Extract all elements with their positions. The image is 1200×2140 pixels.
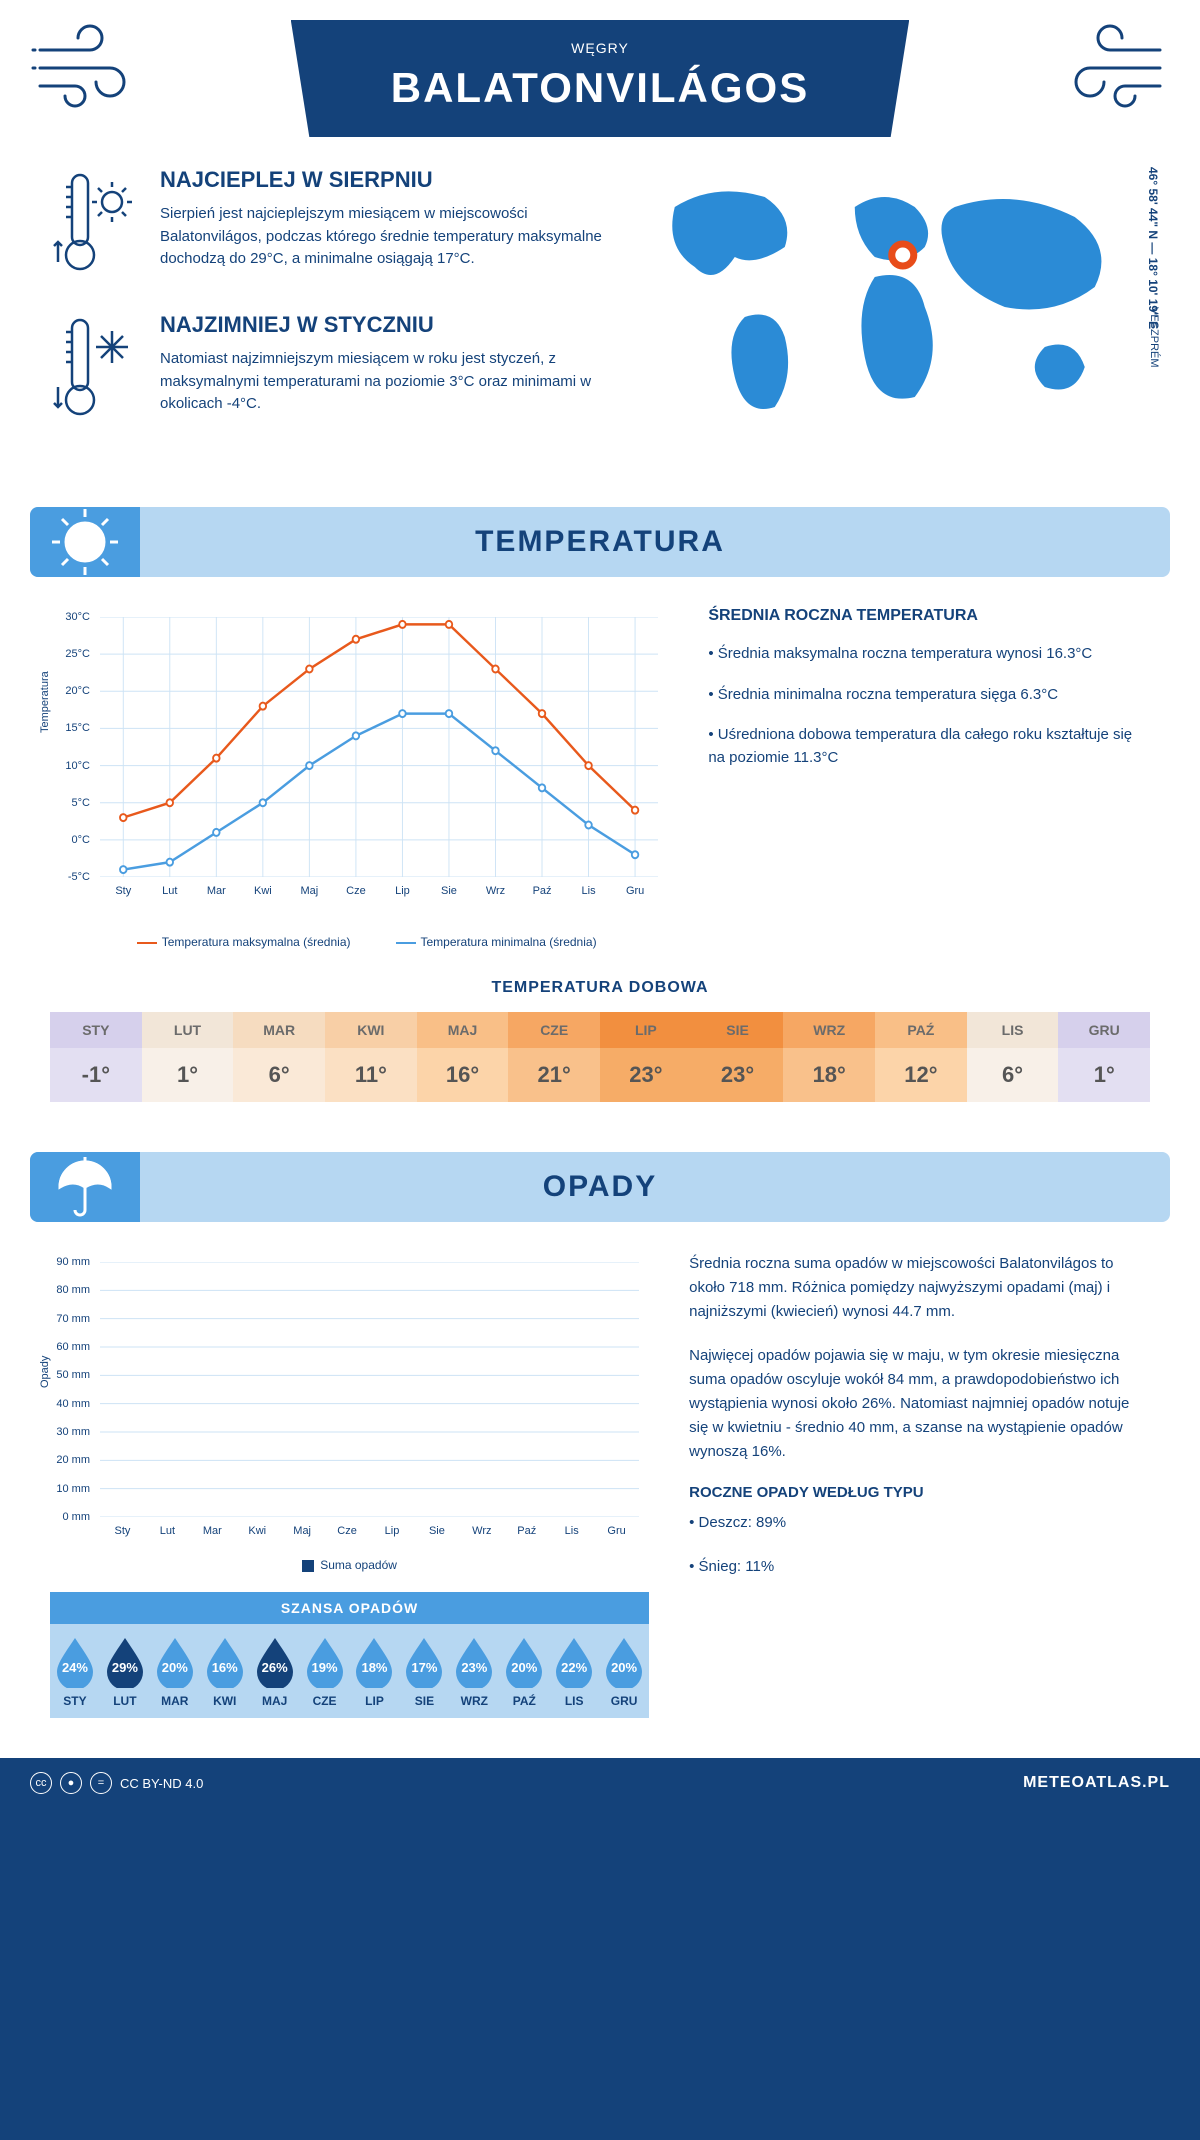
country-subtitle: WĘGRY (391, 40, 809, 56)
precip-p1: Średnia roczna suma opadów w miejscowośc… (689, 1252, 1150, 1324)
chance-cell: 26% MAJ (250, 1636, 300, 1708)
chance-cell: 20% MAR (150, 1636, 200, 1708)
coldest-title: NAJZIMNIEJ W STYCZNIU (160, 312, 610, 338)
cc-icon: cc (30, 1772, 52, 1794)
precip-type-heading: ROCZNE OPADY WEDŁUG TYPU (689, 1484, 1150, 1501)
daily-cell: GRU 1° (1058, 1012, 1150, 1102)
temp-summary-b3: • Uśredniona dobowa temperatura dla całe… (708, 724, 1150, 769)
section-header-temperature: TEMPERATURA (30, 507, 1170, 577)
chance-cell: 24% STY (50, 1636, 100, 1708)
daily-cell: LUT 1° (142, 1012, 234, 1102)
license-text: CC BY-ND 4.0 (120, 1776, 203, 1791)
precip-p2: Najwięcej opadów pojawia się w maju, w t… (689, 1344, 1150, 1464)
daily-cell: LIS 6° (967, 1012, 1059, 1102)
chance-cell: 22% LIS (549, 1636, 599, 1708)
precip-chart-legend: Suma opadów (50, 1558, 649, 1572)
daily-cell: CZE 21° (508, 1012, 600, 1102)
temp-summary-heading: ŚREDNIA ROCZNA TEMPERATURA (708, 607, 1150, 625)
nd-icon: = (90, 1772, 112, 1794)
chance-title: SZANSA OPADÓW (50, 1592, 649, 1624)
precipitation-bar-chart: Opady 90 mm80 mm70 mm60 mm50 mm40 mm30 m… (50, 1252, 649, 1572)
daily-cell: KWI 11° (325, 1012, 417, 1102)
coordinates-label: 46° 58' 44" N — 18° 10' 19" E (1146, 167, 1160, 329)
chance-cell: 16% KWI (200, 1636, 250, 1708)
temp-chart-legend: Temperatura maksymalna (średnia)Temperat… (50, 935, 668, 949)
chance-row: 24% STY 29% LUT 20% MAR 16% KWI 26% MAJ … (50, 1624, 649, 1718)
daily-cell: SIE 23° (692, 1012, 784, 1102)
by-icon: ● (60, 1772, 82, 1794)
precipitation-heading: OPADY (60, 1170, 1140, 1204)
temp-summary-b1: • Średnia maksymalna roczna temperatura … (708, 643, 1150, 666)
sun-icon (30, 507, 140, 577)
temperature-line-chart: Temperatura 30°C25°C20°C15°C10°C5°C0°C-5… (50, 607, 668, 949)
chance-cell: 23% WRZ (449, 1636, 499, 1708)
city-title: BALATONVILÁGOS (391, 64, 809, 112)
coldest-block: NAJZIMNIEJ W STYCZNIU Natomiast najzimni… (50, 312, 610, 427)
precip-type-rain: • Deszcz: 89% (689, 1511, 1150, 1535)
thermometer-cold-icon (50, 312, 140, 427)
intro-section: NAJCIEPLEJ W SIERPNIU Sierpień jest najc… (30, 137, 1170, 487)
precip-type-snow: • Śnieg: 11% (689, 1555, 1150, 1579)
world-map (640, 167, 1150, 452)
chance-cell: 19% CZE (300, 1636, 350, 1708)
chance-cell: 29% LUT (100, 1636, 150, 1708)
chance-cell: 20% PAŹ (499, 1636, 549, 1708)
precipitation-summary: Średnia roczna suma opadów w miejscowośc… (689, 1252, 1150, 1718)
footer-site: METEOATLAS.PL (1023, 1774, 1170, 1792)
daily-cell: LIP 23° (600, 1012, 692, 1102)
chance-cell: 17% SIE (399, 1636, 449, 1708)
section-header-precipitation: OPADY (30, 1152, 1170, 1222)
chance-cell: 20% GRU (599, 1636, 649, 1708)
region-label: VESZPRÉM (1148, 307, 1160, 368)
daily-temp-title: TEMPERATURA DOBOWA (30, 979, 1170, 997)
temperature-summary: ŚREDNIA ROCZNA TEMPERATURA • Średnia mak… (708, 607, 1150, 949)
daily-cell: MAJ 16° (417, 1012, 509, 1102)
wind-icon-right (1050, 20, 1170, 115)
daily-cell: STY -1° (50, 1012, 142, 1102)
hottest-title: NAJCIEPLEJ W SIERPNIU (160, 167, 610, 193)
daily-cell: MAR 6° (233, 1012, 325, 1102)
temperature-heading: TEMPERATURA (60, 525, 1140, 559)
coldest-text: Natomiast najzimniejszym miesiącem w rok… (160, 348, 610, 416)
title-banner: BALATONVILÁGOS WĘGRY (291, 20, 909, 137)
umbrella-icon (30, 1152, 140, 1222)
temp-summary-b2: • Średnia minimalna roczna temperatura s… (708, 684, 1150, 707)
footer: cc ● = CC BY-ND 4.0 METEOATLAS.PL (0, 1758, 1200, 1808)
hottest-block: NAJCIEPLEJ W SIERPNIU Sierpień jest najc… (50, 167, 610, 282)
hottest-text: Sierpień jest najcieplejszym miesiącem w… (160, 203, 610, 271)
thermometer-hot-icon (50, 167, 140, 282)
precip-legend-label: Suma opadów (320, 1558, 397, 1572)
footer-license: cc ● = CC BY-ND 4.0 (30, 1772, 203, 1794)
chance-cell: 18% LIP (350, 1636, 400, 1708)
wind-icon-left (30, 20, 150, 115)
header: BALATONVILÁGOS WĘGRY (30, 0, 1170, 137)
daily-temp-table: STY -1°LUT 1°MAR 6°KWI 11°MAJ 16°CZE 21°… (50, 1012, 1150, 1102)
daily-cell: PAŹ 12° (875, 1012, 967, 1102)
daily-cell: WRZ 18° (783, 1012, 875, 1102)
